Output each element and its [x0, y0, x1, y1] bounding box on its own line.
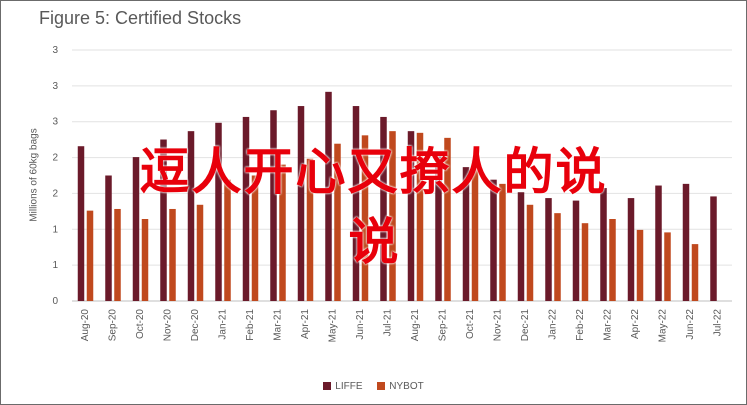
- x-tick-label: Aug-20: [80, 309, 91, 342]
- bar-liffe: [187, 131, 195, 301]
- bar-nybot: [609, 219, 616, 301]
- x-tick-label: Nov-20: [162, 309, 173, 342]
- bar-liffe: [462, 167, 470, 301]
- legend-swatch-nybot: [377, 382, 386, 391]
- bar-liffe: [352, 106, 360, 301]
- x-tick-label: Oct-21: [465, 309, 476, 339]
- bar-nybot: [114, 208, 121, 301]
- bar-liffe: [490, 179, 497, 301]
- bar-liffe: [572, 200, 580, 301]
- y-tick-label: 2: [52, 188, 58, 199]
- bar-nybot: [389, 131, 396, 301]
- overlay-caption-line2: 说: [348, 213, 399, 271]
- x-tick-label: Mar-22: [602, 309, 613, 341]
- bar-liffe: [655, 185, 662, 301]
- bar-nybot: [554, 213, 561, 301]
- x-tick-label: Oct-20: [135, 309, 146, 339]
- legend-label-nybot: NYBOT: [389, 381, 424, 392]
- bar-liffe: [710, 196, 717, 301]
- bar-nybot: [224, 179, 231, 301]
- x-tick-label: Feb-22: [575, 309, 586, 341]
- bar-liffe: [600, 188, 607, 301]
- bar-liffe: [297, 106, 305, 301]
- bar-nybot: [279, 164, 286, 301]
- bar-liffe: [407, 131, 415, 301]
- bar-nybot: [581, 223, 589, 301]
- bar-nybot: [471, 160, 479, 301]
- legend-item-nybot: NYBOT: [377, 381, 424, 392]
- x-tick-label: May-22: [657, 309, 668, 343]
- chart-title: Figure 5: Certified Stocks: [39, 8, 242, 28]
- bar-nybot: [636, 229, 644, 301]
- bar-nybot: [306, 158, 314, 301]
- x-tick-label: Jan-21: [217, 309, 228, 340]
- x-tick-label: Apr-21: [300, 309, 311, 339]
- bar-liffe: [160, 139, 167, 301]
- bar-liffe: [105, 175, 112, 301]
- bar-nybot: [361, 135, 369, 301]
- x-tick-label: Sep-20: [107, 309, 118, 342]
- legend-swatch-liffe: [323, 382, 332, 391]
- y-tick-label: 1: [52, 224, 58, 235]
- bar-nybot: [334, 143, 341, 301]
- bar-liffe: [325, 91, 332, 301]
- y-tick-label: 3: [52, 117, 58, 128]
- y-tick-label: 3: [52, 81, 58, 92]
- x-tick-label: Jan-22: [547, 309, 558, 340]
- bar-liffe: [215, 122, 222, 301]
- bar-nybot: [691, 244, 699, 301]
- y-tick-label: 0: [52, 296, 58, 307]
- x-tick-label: Dec-21: [520, 309, 531, 342]
- bar-nybot: [664, 232, 671, 301]
- x-tick-label: May-21: [327, 309, 338, 343]
- x-tick-label: Mar-21: [272, 309, 283, 341]
- bar-nybot: [499, 183, 506, 301]
- bar-nybot: [86, 210, 94, 301]
- bar-liffe: [517, 192, 525, 301]
- x-tick-label: Feb-21: [245, 309, 256, 341]
- bar-liffe: [682, 183, 690, 301]
- x-tick-label: Jul-21: [382, 309, 393, 337]
- bar-nybot: [196, 204, 204, 301]
- bar-liffe: [77, 146, 85, 301]
- legend-label-liffe: LIFFE: [335, 381, 363, 392]
- bar-nybot: [416, 132, 424, 301]
- x-tick-label: Apr-22: [630, 309, 641, 339]
- bar-liffe: [435, 156, 442, 301]
- x-tick-label: Aug-21: [410, 309, 421, 342]
- bar-liffe: [380, 116, 387, 301]
- bar-liffe: [270, 110, 277, 302]
- x-tick-label: Sep-21: [437, 309, 448, 342]
- y-tick-label: 2: [52, 153, 58, 164]
- bar-liffe: [545, 198, 552, 301]
- bar-liffe: [242, 116, 250, 301]
- bar-nybot: [526, 204, 534, 301]
- y-tick-label: 1: [52, 260, 58, 271]
- x-tick-label: Jun-21: [355, 309, 366, 340]
- x-tick-label: Jun-22: [685, 309, 696, 340]
- x-tick-label: Jul-22: [712, 309, 723, 337]
- x-tick-label: Dec-20: [190, 309, 201, 342]
- bar-nybot: [169, 208, 176, 301]
- x-tick-label: Nov-21: [492, 309, 503, 342]
- legend: LIFFE NYBOT: [0, 381, 747, 392]
- bar-liffe: [627, 198, 635, 301]
- bar-nybot: [444, 137, 451, 301]
- legend-item-liffe: LIFFE: [323, 381, 363, 392]
- y-tick-label: 3: [52, 45, 58, 56]
- bar-liffe: [132, 157, 140, 301]
- bar-nybot: [141, 219, 149, 301]
- overlay-caption-line1: 逗人开心又撩人的说: [139, 143, 608, 201]
- bar-nybot: [251, 175, 259, 301]
